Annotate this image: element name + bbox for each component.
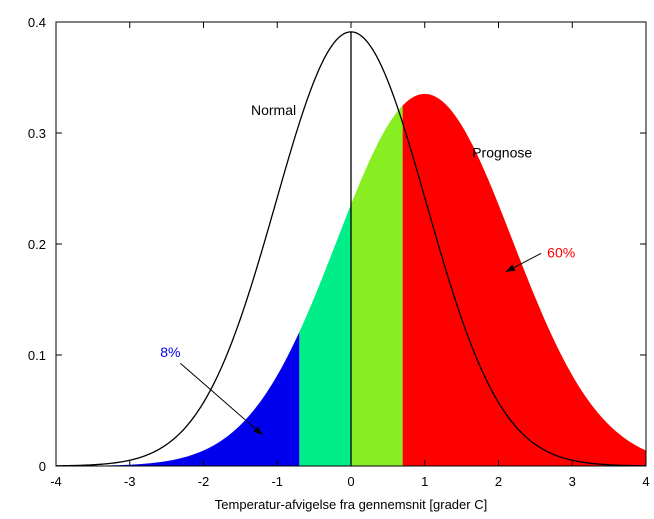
x-tick-label: 4: [642, 474, 649, 489]
arrowhead-pct-low: [253, 426, 263, 435]
y-tick-label: 0.3: [28, 126, 46, 141]
arrow-pct-low: [179, 362, 263, 436]
annotation-prognose: Prognose: [472, 144, 532, 160]
x-tick-label: -3: [124, 474, 136, 489]
prognose-area-fills: [56, 93, 646, 467]
annotations: Normal Prognose 8% 60%: [160, 102, 575, 436]
y-tick-labels: 0 0.1 0.2 0.3 0.4: [28, 15, 46, 474]
x-tick-label: -1: [271, 474, 283, 489]
y-tick-label: 0.4: [28, 15, 46, 30]
normal-curve-layer: [55, 31, 647, 467]
y-tick-label: 0: [39, 459, 46, 474]
x-tick-label: 2: [495, 474, 502, 489]
axis-ticks: [55, 21, 647, 467]
x-tick-label: 1: [421, 474, 428, 489]
prognose-region-4: [402, 93, 646, 466]
x-tick-label: -4: [50, 474, 62, 489]
prognose-region-2: [299, 204, 351, 466]
x-tick-label: -2: [198, 474, 210, 489]
prognose-region-1: [56, 331, 300, 466]
y-tick-label: 0.2: [28, 237, 46, 252]
x-tick-labels: -4 -3 -2 -1 0 1 2 3 4: [50, 474, 649, 489]
x-axis-label: Temperatur-afvigelse fra gennemsnit [gra…: [215, 497, 487, 512]
annotation-normal: Normal: [251, 102, 296, 118]
annotation-pct-low: 8%: [160, 344, 180, 360]
normal-curve: [55, 31, 647, 467]
prognose-region-3: [351, 105, 403, 467]
y-tick-label: 0.1: [28, 348, 46, 363]
annotation-pct-high: 60%: [547, 244, 575, 260]
arrowhead-pct-high: [505, 264, 516, 272]
x-tick-label: 3: [569, 474, 576, 489]
x-tick-label: 0: [347, 474, 354, 489]
